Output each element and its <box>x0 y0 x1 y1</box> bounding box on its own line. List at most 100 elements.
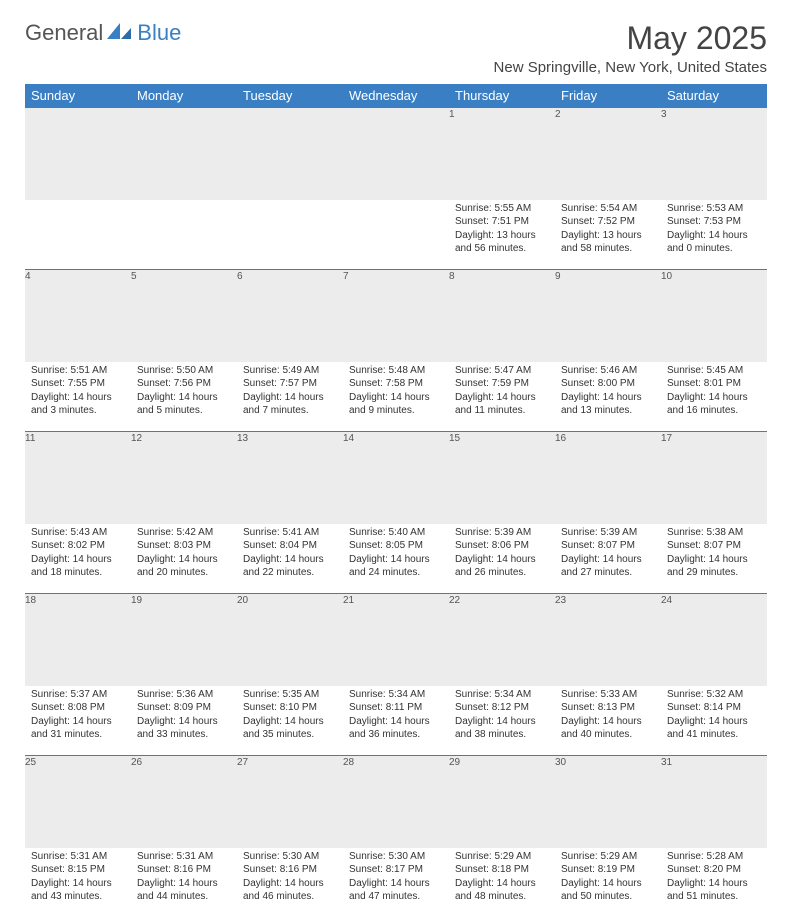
sunrise-text: Sunrise: 5:45 AM <box>667 364 761 378</box>
day-number-cell: 31 <box>661 756 767 848</box>
day-detail-cell: Sunrise: 5:48 AMSunset: 7:58 PMDaylight:… <box>343 362 449 432</box>
day-number-cell: 28 <box>343 756 449 848</box>
daylight-line2: and 58 minutes. <box>561 242 655 256</box>
daylight-line1: Daylight: 14 hours <box>455 715 549 729</box>
sunrise-text: Sunrise: 5:35 AM <box>243 688 337 702</box>
day-number: 7 <box>343 271 349 282</box>
day-number-cell: 27 <box>237 756 343 848</box>
day-number: 1 <box>449 109 455 120</box>
daylight-line2: and 0 minutes. <box>667 242 761 256</box>
day-detail-cell <box>237 200 343 270</box>
day-number: 15 <box>449 433 460 444</box>
daylight-line2: and 29 minutes. <box>667 566 761 580</box>
day-detail-cell <box>343 200 449 270</box>
sunrise-text: Sunrise: 5:43 AM <box>31 526 125 540</box>
sunset-text: Sunset: 7:57 PM <box>243 377 337 391</box>
day-number-cell: 7 <box>343 270 449 362</box>
day-number: 18 <box>25 595 36 606</box>
day-detail-cell: Sunrise: 5:40 AMSunset: 8:05 PMDaylight:… <box>343 524 449 594</box>
day-number: 6 <box>237 271 243 282</box>
sunrise-text: Sunrise: 5:51 AM <box>31 364 125 378</box>
daylight-line1: Daylight: 14 hours <box>667 877 761 891</box>
weekday-header: Wednesday <box>343 84 449 108</box>
sunrise-text: Sunrise: 5:30 AM <box>349 850 443 864</box>
daynum-row: 18192021222324 <box>25 594 767 686</box>
daylight-line1: Daylight: 14 hours <box>561 877 655 891</box>
day-detail-cell: Sunrise: 5:39 AMSunset: 8:06 PMDaylight:… <box>449 524 555 594</box>
brand-part2: Blue <box>137 20 181 46</box>
cell-inner: Sunrise: 5:30 AMSunset: 8:17 PMDaylight:… <box>343 848 449 908</box>
weekday-header: Thursday <box>449 84 555 108</box>
cell-inner: Sunrise: 5:32 AMSunset: 8:14 PMDaylight:… <box>661 686 767 746</box>
cell-inner: Sunrise: 5:36 AMSunset: 8:09 PMDaylight:… <box>131 686 237 746</box>
day-number: 22 <box>449 595 460 606</box>
day-number-cell: 15 <box>449 432 555 524</box>
sunrise-text: Sunrise: 5:28 AM <box>667 850 761 864</box>
day-number: 8 <box>449 271 455 282</box>
sunset-text: Sunset: 8:16 PM <box>137 863 231 877</box>
sunset-text: Sunset: 8:20 PM <box>667 863 761 877</box>
daylight-line2: and 33 minutes. <box>137 728 231 742</box>
daylight-line2: and 38 minutes. <box>455 728 549 742</box>
day-detail-cell: Sunrise: 5:51 AMSunset: 7:55 PMDaylight:… <box>25 362 131 432</box>
sunset-text: Sunset: 8:10 PM <box>243 701 337 715</box>
sunset-text: Sunset: 8:09 PM <box>137 701 231 715</box>
sunrise-text: Sunrise: 5:36 AM <box>137 688 231 702</box>
detail-row: Sunrise: 5:43 AMSunset: 8:02 PMDaylight:… <box>25 524 767 594</box>
sunset-text: Sunset: 8:04 PM <box>243 539 337 553</box>
day-number-cell: 13 <box>237 432 343 524</box>
cell-inner: Sunrise: 5:30 AMSunset: 8:16 PMDaylight:… <box>237 848 343 908</box>
day-number: 5 <box>131 271 137 282</box>
day-number: 26 <box>131 757 142 768</box>
sunset-text: Sunset: 8:06 PM <box>455 539 549 553</box>
day-number: 23 <box>555 595 566 606</box>
cell-inner: Sunrise: 5:49 AMSunset: 7:57 PMDaylight:… <box>237 362 343 422</box>
daylight-line2: and 9 minutes. <box>349 404 443 418</box>
day-detail-cell: Sunrise: 5:46 AMSunset: 8:00 PMDaylight:… <box>555 362 661 432</box>
cell-inner: Sunrise: 5:47 AMSunset: 7:59 PMDaylight:… <box>449 362 555 422</box>
day-detail-cell: Sunrise: 5:42 AMSunset: 8:03 PMDaylight:… <box>131 524 237 594</box>
daylight-line2: and 11 minutes. <box>455 404 549 418</box>
sunrise-text: Sunrise: 5:34 AM <box>349 688 443 702</box>
day-number-cell: 26 <box>131 756 237 848</box>
daynum-row: 11121314151617 <box>25 432 767 524</box>
cell-inner: Sunrise: 5:39 AMSunset: 8:07 PMDaylight:… <box>555 524 661 584</box>
cell-inner: Sunrise: 5:31 AMSunset: 8:16 PMDaylight:… <box>131 848 237 908</box>
sunset-text: Sunset: 8:05 PM <box>349 539 443 553</box>
daylight-line1: Daylight: 14 hours <box>349 553 443 567</box>
day-detail-cell: Sunrise: 5:38 AMSunset: 8:07 PMDaylight:… <box>661 524 767 594</box>
day-number-cell <box>25 108 131 200</box>
day-detail-cell: Sunrise: 5:37 AMSunset: 8:08 PMDaylight:… <box>25 686 131 756</box>
day-number: 30 <box>555 757 566 768</box>
daylight-line1: Daylight: 14 hours <box>137 553 231 567</box>
daylight-line2: and 18 minutes. <box>31 566 125 580</box>
sunrise-text: Sunrise: 5:42 AM <box>137 526 231 540</box>
sunset-text: Sunset: 8:07 PM <box>561 539 655 553</box>
sunrise-text: Sunrise: 5:37 AM <box>31 688 125 702</box>
sunset-text: Sunset: 7:53 PM <box>667 215 761 229</box>
daylight-line2: and 47 minutes. <box>349 890 443 904</box>
daylight-line1: Daylight: 13 hours <box>455 229 549 243</box>
day-detail-cell: Sunrise: 5:31 AMSunset: 8:16 PMDaylight:… <box>131 848 237 918</box>
day-number-cell: 6 <box>237 270 343 362</box>
sunset-text: Sunset: 7:56 PM <box>137 377 231 391</box>
sunset-text: Sunset: 8:17 PM <box>349 863 443 877</box>
day-detail-cell: Sunrise: 5:49 AMSunset: 7:57 PMDaylight:… <box>237 362 343 432</box>
daylight-line2: and 26 minutes. <box>455 566 549 580</box>
cell-inner: Sunrise: 5:35 AMSunset: 8:10 PMDaylight:… <box>237 686 343 746</box>
sunrise-text: Sunrise: 5:55 AM <box>455 202 549 216</box>
sunrise-text: Sunrise: 5:29 AM <box>455 850 549 864</box>
cell-inner: Sunrise: 5:34 AMSunset: 8:11 PMDaylight:… <box>343 686 449 746</box>
day-number-cell: 30 <box>555 756 661 848</box>
title-block: May 2025 New Springville, New York, Unit… <box>494 20 767 76</box>
header: General Blue May 2025 New Springville, N… <box>25 20 767 76</box>
weekday-header: Friday <box>555 84 661 108</box>
sunset-text: Sunset: 7:51 PM <box>455 215 549 229</box>
daylight-line1: Daylight: 14 hours <box>455 391 549 405</box>
day-number-cell: 1 <box>449 108 555 200</box>
day-number-cell: 24 <box>661 594 767 686</box>
sunset-text: Sunset: 8:07 PM <box>667 539 761 553</box>
detail-row: Sunrise: 5:37 AMSunset: 8:08 PMDaylight:… <box>25 686 767 756</box>
daynum-row: 45678910 <box>25 270 767 362</box>
cell-inner: Sunrise: 5:37 AMSunset: 8:08 PMDaylight:… <box>25 686 131 746</box>
